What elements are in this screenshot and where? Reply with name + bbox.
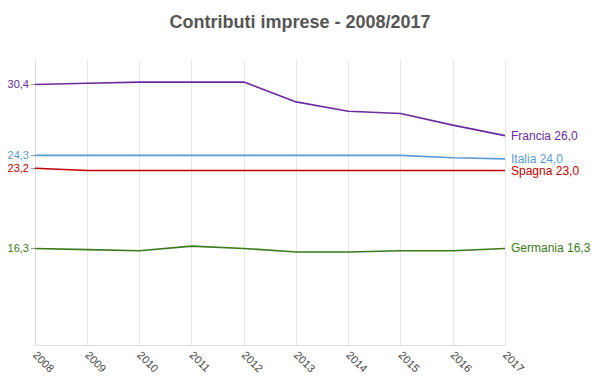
svg-text:2010: 2010: [135, 349, 161, 375]
svg-text:2008: 2008: [31, 349, 57, 375]
svg-text:2015: 2015: [396, 349, 422, 375]
svg-text:Francia 26,0: Francia 26,0: [511, 129, 578, 143]
svg-text:Italia 24,0: Italia 24,0: [511, 151, 563, 166]
svg-text:2009: 2009: [83, 349, 109, 375]
svg-text:2017: 2017: [501, 349, 527, 375]
svg-text:24,3: 24,3: [8, 149, 29, 161]
svg-text:Contributi imprese - 2008/2017: Contributi imprese - 2008/2017: [169, 12, 430, 32]
svg-text:2013: 2013: [292, 349, 318, 375]
svg-text:2014: 2014: [344, 349, 370, 375]
svg-text:2011: 2011: [187, 349, 212, 374]
svg-text:Germania 16,3: Germania 16,3: [511, 241, 591, 255]
svg-text:2012: 2012: [240, 349, 266, 375]
svg-text:23,2: 23,2: [8, 162, 29, 174]
svg-text:2016: 2016: [449, 349, 475, 375]
svg-text:16,3: 16,3: [8, 242, 29, 254]
svg-text:30,4: 30,4: [8, 78, 29, 90]
svg-text:Spagna 23,0: Spagna 23,0: [511, 164, 579, 178]
